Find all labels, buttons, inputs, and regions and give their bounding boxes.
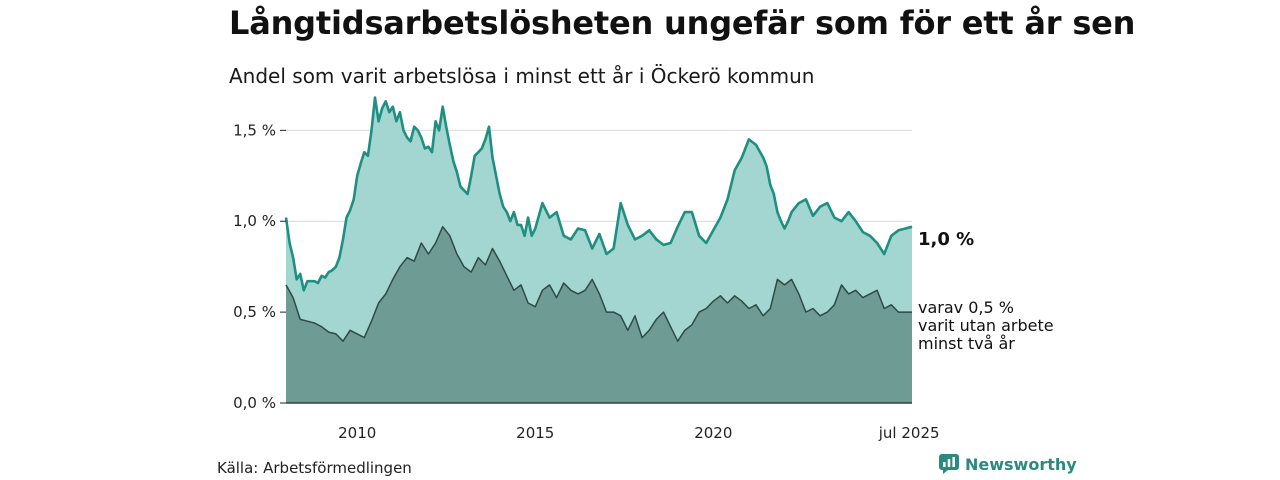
x-tick-label: 2020 xyxy=(694,424,732,442)
x-tick-label: 2015 xyxy=(516,424,554,442)
y-tick-label: 0,0 % xyxy=(233,394,276,412)
two-year-label-line2: varit utan arbete xyxy=(918,316,1054,335)
y-tick-label: 0,5 % xyxy=(233,303,276,321)
two-year-label-line1: varav 0,5 % xyxy=(918,298,1014,317)
y-tick-label: 1,5 % xyxy=(233,121,276,139)
y-tick-label: 1,0 % xyxy=(233,212,276,230)
source-note: Källa: Arbetsförmedlingen xyxy=(217,459,412,477)
y-axis: 0,0 % 0,5 % 1,0 % 1,5 % xyxy=(233,121,286,412)
total-line xyxy=(284,96,913,292)
newsworthy-logo-icon xyxy=(939,454,959,474)
brand-logo: Newsworthy xyxy=(939,454,1077,474)
chart-title: Långtidsarbetslösheten ungefär som för e… xyxy=(229,4,1136,42)
x-axis: 2010 2015 2020 jul 2025 xyxy=(338,424,939,442)
two-year-line xyxy=(285,225,912,342)
brand-name: Newsworthy xyxy=(965,454,1077,474)
latest-total-label: 1,0 % xyxy=(918,229,975,250)
x-tick-label: 2010 xyxy=(338,424,376,442)
x-tick-label: jul 2025 xyxy=(878,424,940,442)
two-year-label-line3: minst två år xyxy=(918,334,1015,353)
latest-two-year-label: varav 0,5 % varit utan arbete minst två … xyxy=(918,299,1054,353)
chart-subtitle: Andel som varit arbetslösa i minst ett å… xyxy=(229,64,815,88)
two-year-area xyxy=(286,226,912,403)
